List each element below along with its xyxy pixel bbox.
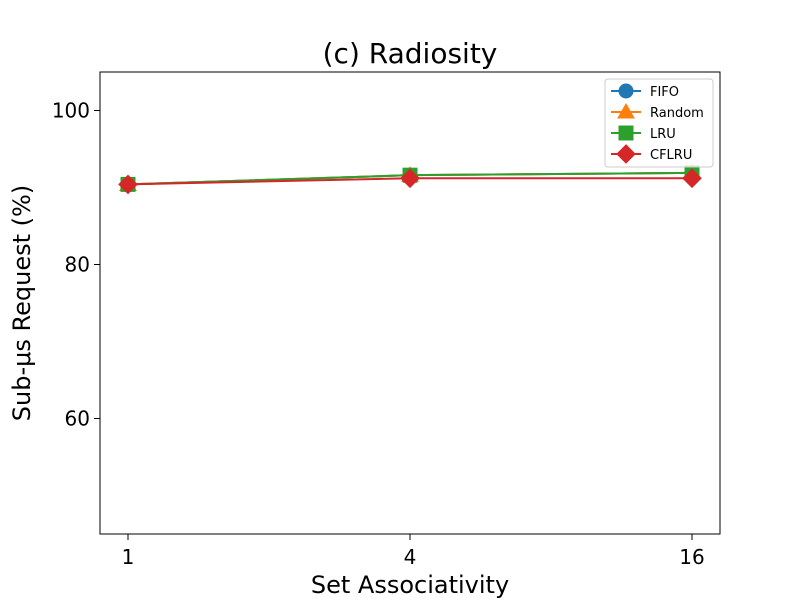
x-axis-label: Set Associativity — [311, 571, 509, 599]
legend-item-cflru: CFLRU — [611, 144, 692, 164]
x-tick-label: 4 — [404, 545, 417, 569]
x-tick-label: 1 — [122, 545, 135, 569]
legend: FIFO Random LRU CFLRU — [604, 78, 714, 168]
y-tick-label: 100 — [52, 99, 90, 123]
y-tick-label: 60 — [65, 407, 90, 431]
legend-marker-cflru — [616, 144, 636, 164]
legend-item-fifo: FIFO — [611, 83, 679, 100]
y-tick-label: 80 — [65, 253, 90, 277]
data-point-cflru — [118, 174, 138, 195]
legend-item-lru: LRU — [611, 125, 676, 142]
legend-marker-fifo — [618, 83, 634, 99]
data-point-cflru — [682, 168, 702, 189]
legend-marker-random — [617, 102, 635, 119]
legend-label-fifo: FIFO — [650, 85, 679, 100]
plot-area-frame — [99, 71, 721, 535]
legend-item-random: Random — [611, 102, 704, 121]
legend-frame — [604, 78, 714, 168]
legend-label-random: Random — [650, 106, 704, 121]
legend-label-cflru: CFLRU — [650, 148, 692, 163]
x-tick-label: 16 — [679, 545, 704, 569]
legend-label-lru: LRU — [650, 127, 676, 142]
data-point-cflru — [400, 168, 420, 189]
legend-marker-lru — [618, 125, 634, 141]
chart-title: (c) Radiosity — [323, 37, 498, 70]
y-axis-label: Sub-μs Request (%) — [8, 185, 36, 421]
